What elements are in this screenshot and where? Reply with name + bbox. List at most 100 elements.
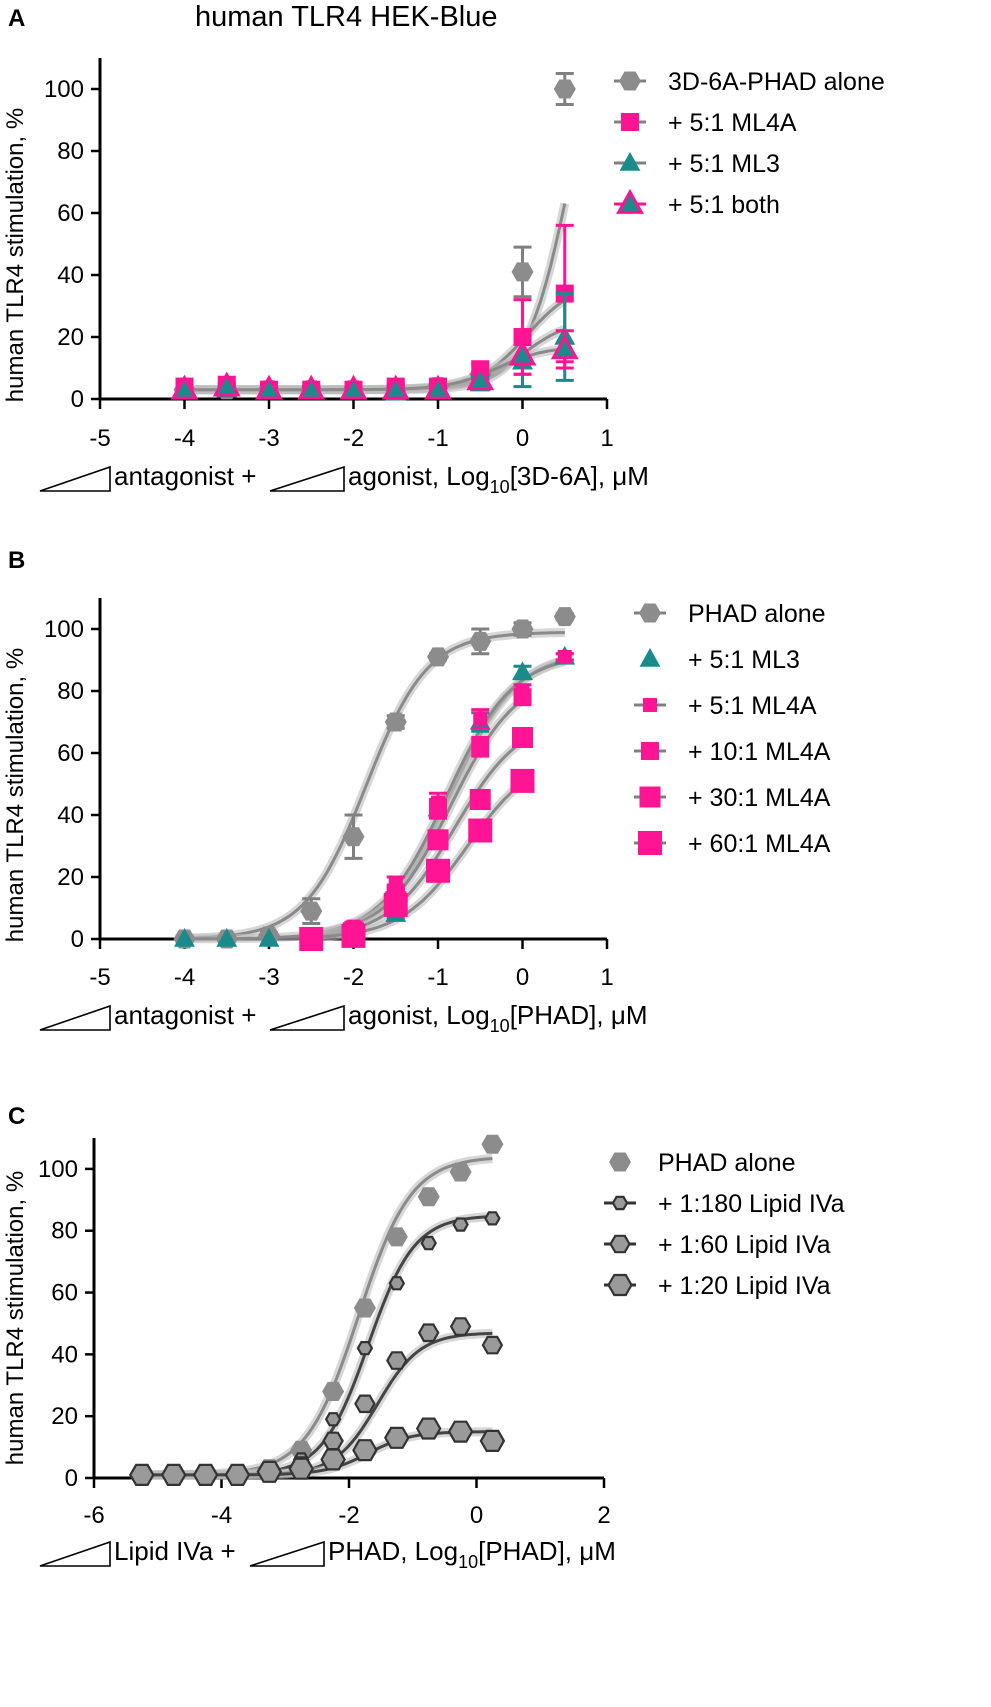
data-point: [479, 1429, 506, 1453]
y-tick-label: 0: [71, 386, 84, 413]
figure-title: human TLR4 HEK-Blue: [195, 1, 498, 33]
wedge-icon: [249, 1540, 325, 1567]
data-point: [385, 1227, 408, 1247]
legend-marker: [639, 648, 661, 667]
fit-line: [184, 347, 565, 392]
legend-marker: [616, 188, 644, 214]
data-point: [510, 768, 535, 793]
data-point: [324, 1412, 342, 1427]
legend-item: + 1:180 Lipid IVa: [604, 1190, 845, 1218]
x-label-subscript: 10: [458, 1552, 478, 1572]
y-tick-label: 20: [57, 324, 84, 351]
x-tick-label: 0: [470, 1502, 483, 1529]
data-point: [449, 1317, 472, 1336]
data-point: [216, 928, 238, 947]
data-point: [353, 1298, 376, 1318]
legend: 3D-6A-PHAD alone + 5:1 ML4A + 5:1 ML3 + 5:1…: [614, 68, 885, 219]
series: [133, 1211, 501, 1483]
legend-item: + 5:1 ML3: [614, 150, 780, 178]
data-point: [473, 711, 488, 726]
legend-item: + 30:1 ML4A: [634, 784, 831, 812]
data-point: [420, 1235, 437, 1251]
y-axis-label: human TLR4 stimulation, %: [2, 648, 29, 942]
y-tick-label: 40: [57, 262, 84, 289]
legend-item: PHAD alone: [609, 1149, 796, 1177]
legend-item: + 5:1 ML4A: [614, 109, 797, 137]
legend-item: + 1:20 Lipid IVa: [604, 1272, 831, 1300]
legend-marker: [619, 71, 641, 91]
x-tick-label: -3: [258, 425, 279, 452]
y-tick-label: 20: [51, 1403, 78, 1430]
x-axis-label: Lipid IVa + PHAD, Log10[PHAD], μM: [39, 1536, 616, 1572]
x-tick-label: -4: [211, 1502, 232, 1529]
x-label-units: [PHAD], μM: [510, 1000, 648, 1030]
data-point: [417, 1187, 440, 1207]
legend-label: + 5:1 ML4A: [688, 692, 817, 720]
x-label-part: Lipid IVa +: [114, 1536, 236, 1566]
data-point: [386, 1351, 408, 1370]
wedge-icon: [269, 465, 345, 492]
x-label-part: antagonist +: [114, 461, 256, 491]
y-axis-label: human TLR4 stimulation, %: [2, 1171, 29, 1465]
x-label-subscript: 10: [490, 477, 510, 497]
legend-label: + 1:180 Lipid IVa: [658, 1190, 845, 1218]
data-point: [484, 1211, 501, 1226]
x-tick-label: -2: [343, 964, 364, 991]
data-point: [256, 1460, 283, 1483]
legend-label: PHAD alone: [658, 1149, 796, 1177]
legend-marker: [607, 1273, 633, 1297]
data-point: [224, 1463, 251, 1487]
panel-a: A 0 20 40 60 80 100 -5 -4 -3 -2 -1 0 1 human TLR4 stim…: [2, 5, 885, 497]
data-point: [452, 1217, 469, 1232]
x-tick-label: 2: [597, 1502, 610, 1529]
data-point: [300, 901, 323, 921]
x-tick-label: 1: [600, 425, 613, 452]
legend-item: + 5:1 both: [614, 188, 780, 219]
series: [302, 649, 574, 943]
data-point: [429, 799, 447, 818]
x-tick-label: -4: [174, 964, 195, 991]
wedge-icon: [39, 1540, 111, 1567]
data-point: [322, 1381, 345, 1401]
legend-label: + 30:1 ML4A: [688, 784, 831, 812]
legend-label: + 5:1 ML3: [668, 150, 780, 178]
x-tick-label: -6: [83, 1502, 104, 1529]
legend-item: + 60:1 ML4A: [634, 830, 831, 858]
y-tick-label: 40: [57, 802, 84, 829]
series: [129, 1417, 506, 1487]
x-label-subscript: 10: [490, 1016, 510, 1036]
data-point: [322, 1431, 344, 1451]
legend-item: 3D-6A-PHAD alone: [614, 68, 885, 96]
legend-label: PHAD alone: [688, 600, 826, 628]
y-tick-label: 80: [57, 138, 84, 165]
x-tick-label: 0: [516, 425, 529, 452]
y-tick-label: 0: [65, 1465, 78, 1492]
data-point: [384, 1426, 410, 1449]
panel-c: C 0 20 40 60 80 100 -6 -4 -2 0 2 human TLR4 stimulat…: [2, 1103, 845, 1572]
x-axis-label: antagonist + agonist, Log10[3D-6A], μM: [39, 461, 649, 497]
legend: PHAD alone + 5:1 ML3 + 5:1 ML4A + 10:1 ML4A…: [634, 600, 831, 858]
data-point: [352, 1439, 378, 1462]
fit-curves: [184, 628, 567, 944]
data-point: [466, 365, 495, 391]
legend-item: PHAD alone: [634, 600, 826, 628]
data-point: [426, 858, 450, 883]
x-label-part: antagonist +: [114, 1000, 256, 1030]
data-point: [447, 1420, 474, 1443]
data-point: [288, 1457, 314, 1480]
series: [170, 329, 579, 400]
fit-curves: [184, 202, 570, 395]
x-tick-label: -1: [427, 425, 448, 452]
y-axis-label: human TLR4 stimulation, %: [2, 108, 29, 402]
x-axis-label: antagonist + agonist, Log10[PHAD], μM: [39, 1000, 648, 1036]
y-tick-label: 100: [44, 616, 84, 643]
legend-marker: [639, 786, 661, 808]
legend-marker: [609, 1234, 631, 1254]
x-tick-label: -3: [258, 964, 279, 991]
data-point: [508, 340, 537, 366]
panel-letter: C: [8, 1103, 25, 1130]
data-point: [417, 1323, 440, 1343]
y-tick-label: 60: [57, 740, 84, 767]
data-point: [354, 1394, 376, 1414]
y-tick-label: 80: [57, 678, 84, 705]
